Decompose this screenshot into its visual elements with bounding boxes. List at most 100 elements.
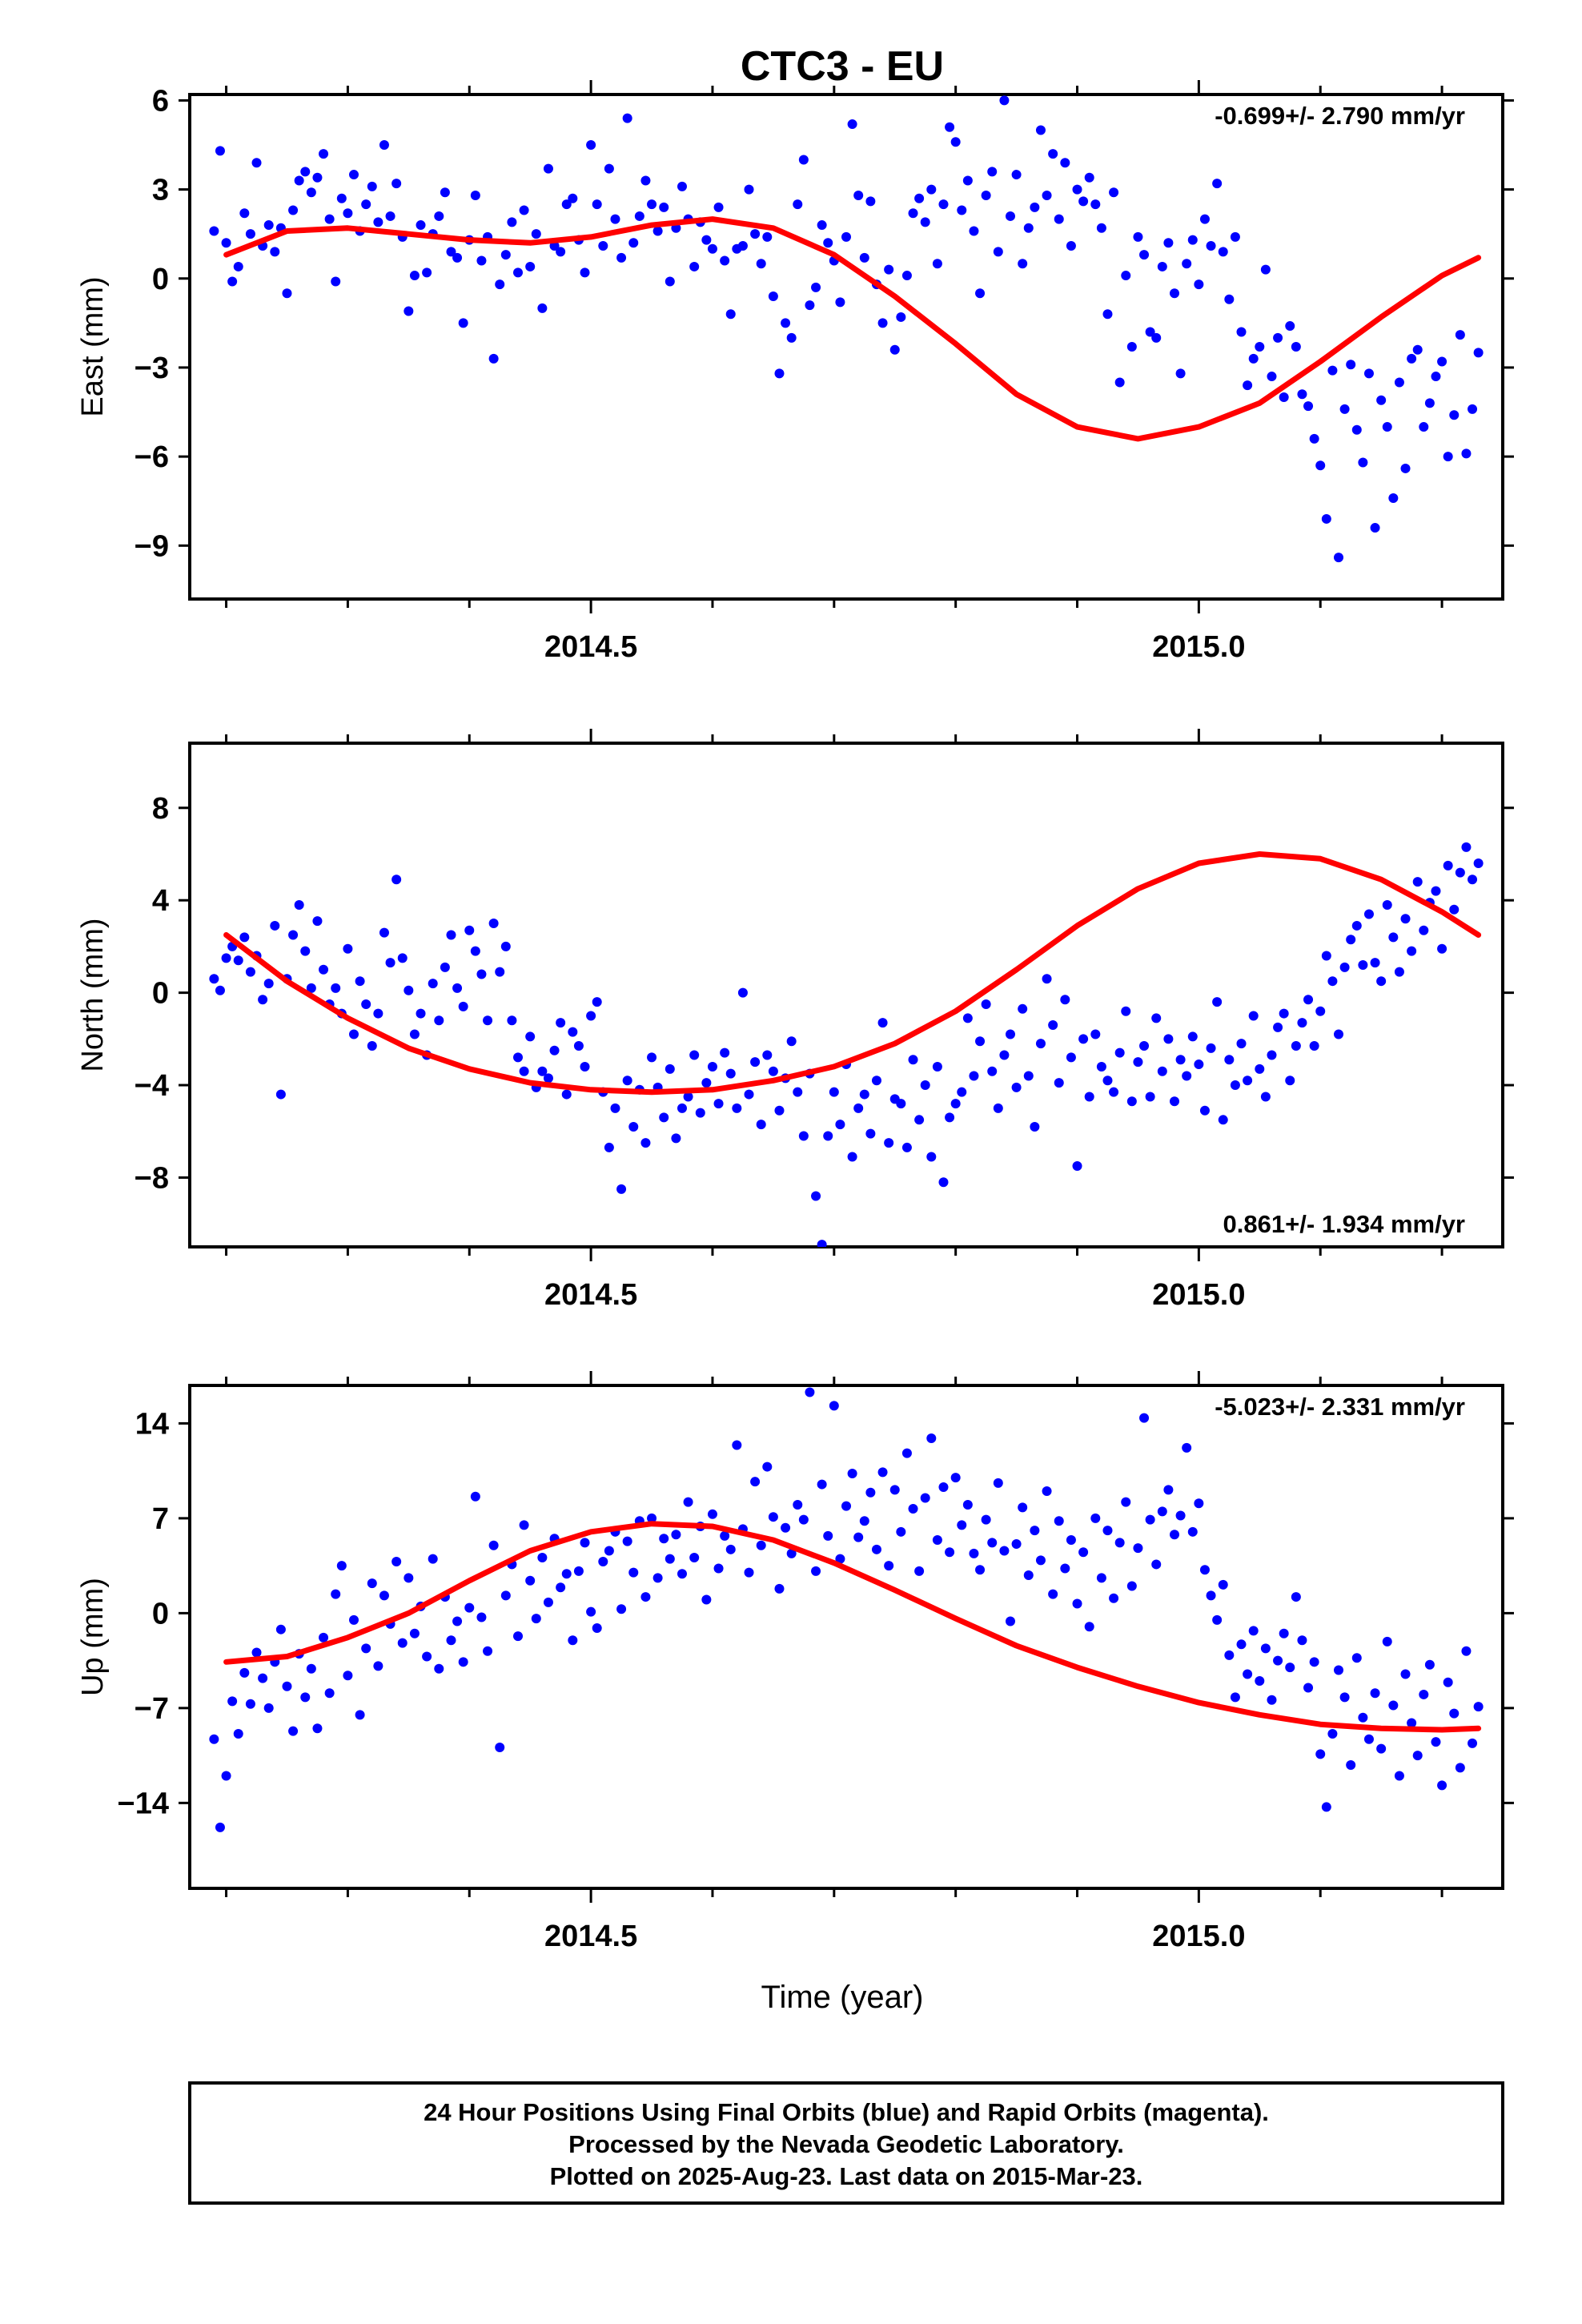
up-y-tick-label: 14: [135, 1407, 169, 1441]
up-data-point: [561, 1569, 572, 1579]
north-data-point: [1339, 962, 1350, 972]
up-data-point: [300, 1692, 311, 1703]
up-data-point: [853, 1532, 864, 1542]
up-data-point: [659, 1534, 669, 1544]
east-data-point: [1358, 457, 1368, 468]
north-data-point: [713, 1099, 724, 1109]
up-data-point: [750, 1477, 761, 1487]
north-data-point: [355, 976, 365, 987]
up-data-point: [938, 1482, 949, 1492]
up-data-point: [847, 1469, 857, 1479]
east-data-point: [1468, 404, 1478, 414]
up-data-point: [1151, 1559, 1162, 1570]
east-y-tick-label: −6: [135, 440, 169, 474]
east-data-point: [628, 238, 639, 248]
north-data-point: [701, 1078, 712, 1088]
north-data-point: [610, 1103, 620, 1113]
north-data-point: [1066, 1052, 1076, 1063]
north-data-point: [1400, 914, 1411, 924]
east-data-point: [1376, 395, 1387, 405]
east-data-point: [665, 276, 675, 287]
north-data-point: [1455, 867, 1465, 878]
up-fit-curve: [223, 1521, 1482, 1733]
up-data-point: [701, 1594, 712, 1605]
east-data-point: [1206, 241, 1216, 251]
east-data-point: [774, 368, 785, 379]
up-y-axis-label: Up (mm): [76, 1578, 110, 1696]
east-data-point: [877, 318, 888, 328]
east-data-point: [647, 199, 657, 210]
up-data-point: [908, 1504, 918, 1514]
up-data-point: [446, 1635, 456, 1646]
east-data-point: [580, 267, 590, 278]
north-data-point: [416, 1008, 426, 1019]
north-data-point: [306, 983, 316, 993]
east-data-point: [1218, 247, 1228, 257]
up-data-point: [1419, 1689, 1429, 1699]
up-data-point: [1102, 1526, 1113, 1536]
north-frame: [188, 742, 1504, 1248]
east-data-point: [756, 259, 766, 269]
east-data-point: [1133, 231, 1143, 242]
north-data-point: [367, 1040, 377, 1051]
up-data-point: [1023, 1570, 1034, 1580]
up-data-point: [1224, 1650, 1235, 1660]
east-data-point: [823, 238, 833, 248]
east-y-axis-label: East (mm): [76, 276, 110, 416]
north-data-point: [908, 1055, 918, 1065]
east-data-point: [720, 255, 730, 266]
north-data-point: [1267, 1050, 1277, 1060]
north-points: [209, 842, 1484, 1247]
up-data-point: [245, 1699, 255, 1709]
north-data-point: [1048, 1020, 1058, 1031]
up-data-point: [1187, 1526, 1198, 1537]
north-data-point: [1437, 943, 1447, 954]
north-data-point: [1260, 1092, 1271, 1102]
east-data-point: [725, 309, 736, 320]
up-data-point: [580, 1538, 590, 1548]
up-data-point: [282, 1681, 292, 1691]
east-data-point: [245, 229, 255, 239]
east-data-point: [507, 217, 517, 227]
up-data-point: [367, 1578, 377, 1589]
east-data-point: [1351, 424, 1362, 435]
up-data-point: [495, 1742, 505, 1752]
up-data-point: [422, 1651, 432, 1662]
north-data-point: [1212, 997, 1223, 1007]
up-data-point: [470, 1491, 480, 1502]
up-y-tick-label: 7: [152, 1502, 169, 1536]
east-data-point: [300, 167, 311, 177]
east-data-point: [1279, 392, 1289, 402]
north-data-point: [446, 930, 456, 940]
north-x-tick-label: 2014.5: [544, 1278, 637, 1312]
east-data-point: [610, 214, 620, 224]
north-data-point: [409, 1029, 420, 1039]
north-data-point: [938, 1177, 949, 1188]
up-x-tick-label: 2014.5: [544, 1920, 637, 1953]
east-data-point: [750, 229, 761, 239]
north-data-point: [1412, 877, 1423, 887]
east-data-point: [1334, 553, 1343, 563]
north-data-point: [1449, 904, 1460, 915]
up-y-tick-label: −14: [118, 1787, 169, 1820]
north-data-point: [774, 1105, 785, 1116]
up-y-tick-label: −7: [135, 1692, 169, 1726]
north-data-point: [1363, 909, 1374, 919]
up-data-point: [1090, 1513, 1101, 1523]
north-data-point: [707, 1061, 717, 1072]
up-data-point: [500, 1590, 511, 1601]
east-data-point: [1139, 250, 1150, 260]
north-data-point: [628, 1121, 639, 1132]
up-data-point: [1273, 1655, 1283, 1666]
north-data-point: [1382, 899, 1392, 910]
up-data-point: [744, 1567, 754, 1578]
east-data-point: [452, 252, 463, 263]
east-data-point: [622, 113, 632, 123]
up-data-point: [568, 1635, 578, 1646]
north-data-point: [1285, 1076, 1295, 1086]
up-data-point: [1145, 1514, 1155, 1525]
north-data-point: [592, 997, 602, 1007]
east-data-point: [373, 217, 383, 227]
up-data-point: [1382, 1636, 1392, 1647]
east-points: [209, 95, 1484, 563]
